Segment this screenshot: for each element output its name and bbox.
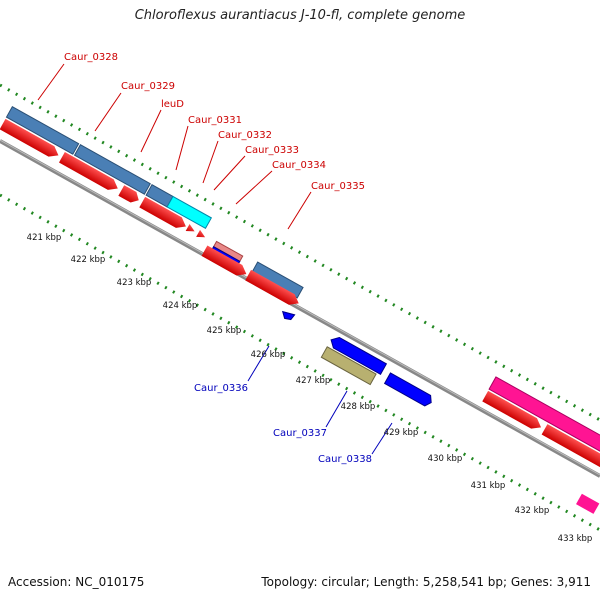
reverse-gene-labels	[247, 345, 393, 455]
tick-label: 430 kbp	[428, 454, 463, 464]
tick-label: 433 kbp	[558, 534, 593, 544]
cds-arrow	[541, 424, 600, 476]
map-title: Chloroflexus aurantiacus J-10-fl, comple…	[134, 8, 466, 23]
tick-label: 429 kbp	[384, 428, 419, 438]
cds-arrow	[196, 229, 206, 238]
dotted-guides	[0, 83, 600, 532]
label-caur-0338: Caur_0338	[318, 454, 372, 465]
tick-label: 424 kbp	[163, 301, 198, 311]
label-caur-0332: Caur_0332	[218, 130, 272, 141]
forward-gene-labels	[37, 63, 312, 230]
forward-genes	[0, 105, 600, 514]
cds-arrow	[185, 224, 195, 232]
label-caur-0335: Caur_0335	[311, 181, 365, 192]
gene-leuD[interactable]	[166, 195, 213, 230]
label-caur-0334: Caur_0334	[272, 160, 326, 171]
label-caur-0331: Caur_0331	[188, 115, 242, 126]
tick-label: 431 kbp	[471, 481, 506, 491]
gene-caur-0335[interactable]	[251, 261, 304, 299]
tick-label: 423 kbp	[117, 278, 152, 288]
genome-stats: Topology: circular; Length: 5,258,541 bp…	[261, 575, 591, 589]
gene-magenta[interactable]	[488, 376, 600, 474]
gene-caur-0337[interactable]	[328, 335, 388, 375]
gene-caur-0328[interactable]	[5, 105, 80, 155]
gene-caur-0336[interactable]	[280, 309, 296, 322]
cds-arrow	[0, 118, 59, 157]
genome-backbone	[0, 139, 600, 478]
gene-caur-0338[interactable]	[383, 372, 435, 408]
label-caur-0337: Caur_0337	[273, 428, 327, 439]
tick-label: 426 kbp	[251, 350, 286, 360]
cds-arrow	[245, 269, 299, 305]
gene-caur-0337-pseudo[interactable]	[320, 346, 377, 386]
label-leuD: leuD	[161, 99, 184, 110]
cds-arrow	[58, 152, 118, 190]
label-caur-0333: Caur_0333	[245, 145, 299, 156]
label-caur-0328: Caur_0328	[64, 52, 118, 63]
label-caur-0329: Caur_0329	[121, 81, 175, 92]
kbp-tick-labels: 421 kbp 422 kbp 423 kbp 424 kbp 425 kbp …	[27, 233, 593, 544]
reverse-label-text: Caur_0336 Caur_0337 Caur_0338	[194, 383, 372, 465]
tick-label: 427 kbp	[296, 376, 331, 386]
cds-arrow	[118, 185, 139, 203]
gene-caur-0329[interactable]	[73, 144, 151, 195]
cds-arrow	[139, 196, 186, 228]
forward-label-text: Caur_0328 Caur_0329 leuD Caur_0331 Caur_…	[64, 52, 365, 192]
tick-label: 422 kbp	[71, 255, 106, 265]
accession-label: Accession: NC_010175	[8, 575, 145, 589]
gene-magenta-reverse[interactable]	[576, 493, 600, 514]
tick-label: 421 kbp	[27, 233, 62, 243]
tick-label: 432 kbp	[515, 506, 550, 516]
label-caur-0336: Caur_0336	[194, 383, 248, 394]
tick-label: 425 kbp	[207, 326, 242, 336]
cds-arrow	[482, 390, 542, 429]
cds-arrow	[201, 245, 247, 276]
tick-label: 428 kbp	[341, 402, 376, 412]
